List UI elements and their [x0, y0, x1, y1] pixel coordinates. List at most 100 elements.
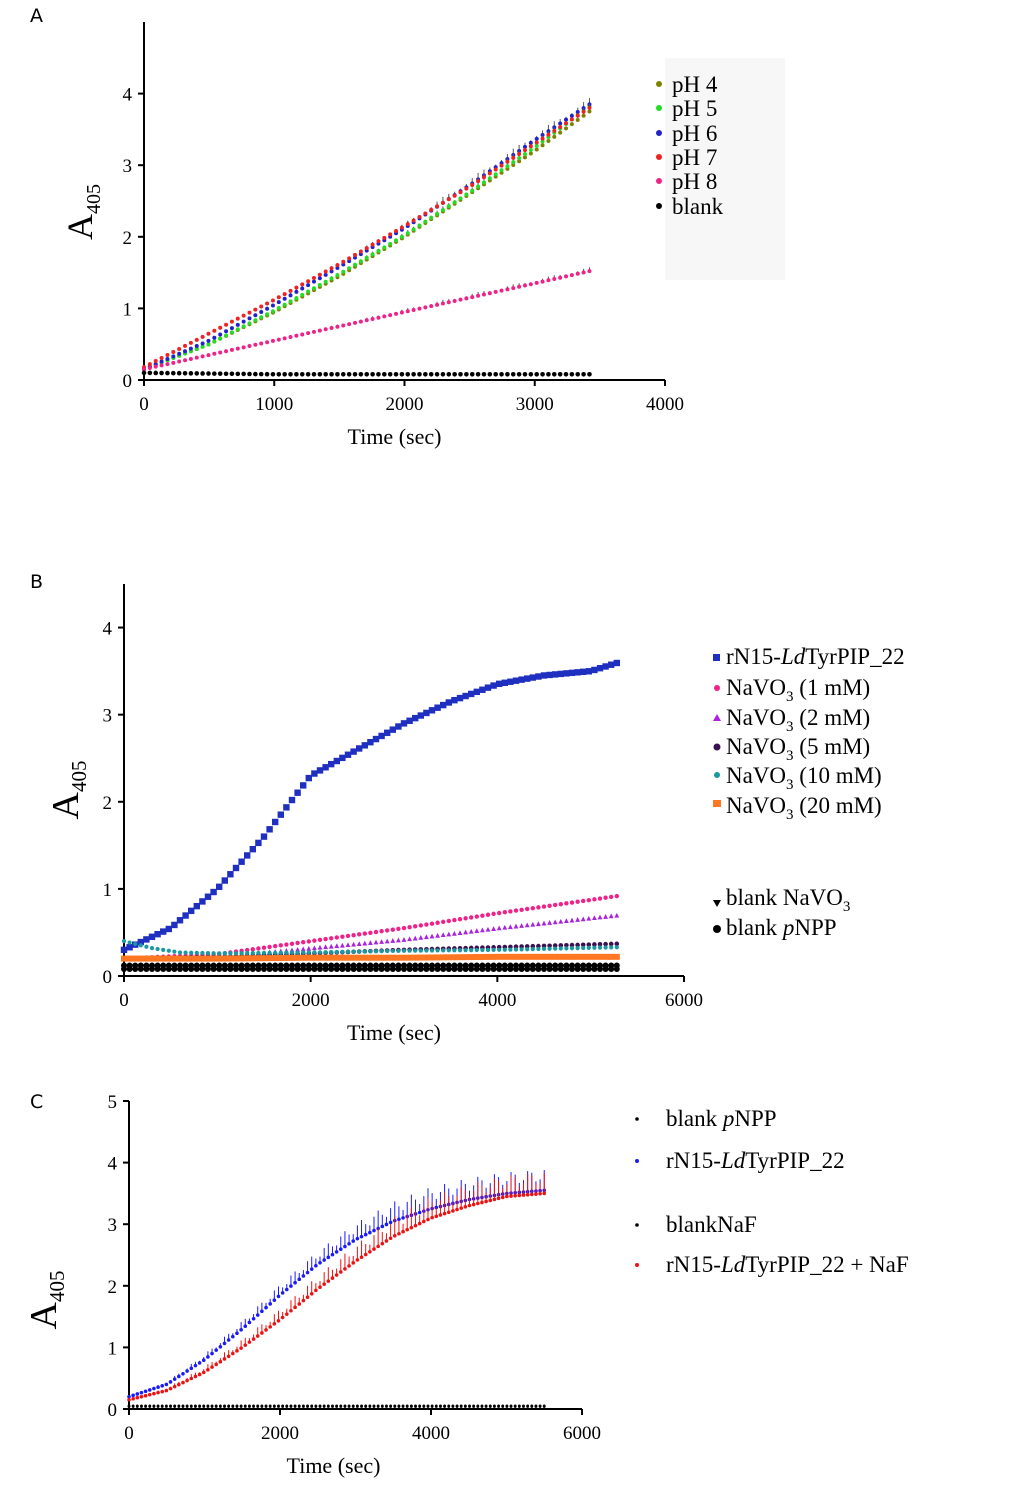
data-point — [384, 1239, 389, 1243]
data-point — [276, 305, 281, 310]
data-point — [411, 307, 416, 312]
data-point — [429, 207, 434, 212]
data-point — [480, 927, 485, 933]
data-point — [277, 954, 284, 961]
data-point — [388, 241, 393, 246]
data-point — [493, 289, 498, 294]
data-point — [443, 1405, 446, 1408]
data-point — [406, 954, 413, 961]
data-point — [388, 1236, 393, 1241]
data-point — [484, 684, 492, 691]
data-point — [529, 1192, 534, 1197]
data-point — [259, 309, 264, 314]
data-point — [526, 1405, 530, 1408]
data-point — [575, 271, 580, 276]
data-point — [499, 168, 504, 173]
data-point — [384, 954, 391, 961]
data-point — [487, 291, 492, 296]
data-point — [474, 928, 480, 933]
data-point — [592, 915, 597, 921]
data-point — [528, 144, 533, 149]
data-point — [188, 371, 194, 376]
data-point — [265, 306, 270, 311]
data-point — [235, 316, 240, 321]
legend-entry: rN15-LdTyrPIP_22 — [726, 644, 905, 669]
y-tick-label: 2 — [103, 793, 113, 814]
y-tick-label: 1 — [103, 880, 113, 901]
data-point — [169, 1405, 172, 1408]
y-tick-label: 3 — [108, 1215, 118, 1236]
data-point — [376, 248, 381, 253]
data-point — [401, 966, 407, 973]
data-point — [535, 966, 542, 973]
data-point — [474, 914, 479, 919]
data-point — [201, 1370, 206, 1375]
data-point — [329, 949, 334, 955]
data-point — [470, 188, 475, 193]
data-point — [368, 1230, 372, 1235]
data-point — [519, 907, 524, 912]
data-point — [156, 1405, 160, 1408]
data-point — [440, 954, 447, 961]
data-point — [581, 371, 586, 377]
data-point — [399, 225, 404, 230]
data-point — [455, 1207, 459, 1212]
data-point — [351, 1239, 356, 1243]
data-point — [452, 917, 457, 923]
data-point — [370, 252, 375, 257]
data-point — [155, 946, 160, 952]
data-point — [314, 1405, 318, 1408]
data-point — [181, 1405, 185, 1408]
data-point — [447, 1405, 451, 1408]
data-point — [360, 1405, 363, 1408]
data-point — [189, 1366, 194, 1371]
data-point — [511, 163, 516, 168]
data-point — [597, 945, 603, 950]
data-point — [229, 347, 234, 352]
data-point — [289, 954, 295, 961]
data-point — [401, 937, 407, 942]
data-point — [459, 1405, 463, 1408]
data-point — [273, 950, 278, 955]
legend-marker — [713, 743, 721, 751]
data-point — [278, 950, 283, 955]
data-point — [603, 895, 608, 900]
data-point — [334, 943, 340, 949]
data-point — [351, 1405, 355, 1408]
data-point — [177, 1374, 181, 1379]
data-point — [340, 949, 345, 954]
data-point — [505, 371, 510, 377]
data-point — [602, 953, 609, 960]
data-point — [200, 334, 205, 339]
data-point — [176, 917, 184, 924]
data-point — [165, 362, 170, 367]
data-point — [513, 1405, 517, 1408]
data-point — [177, 955, 183, 962]
data-point — [384, 729, 391, 736]
data-point — [446, 931, 452, 937]
data-point — [193, 1374, 198, 1379]
data-point — [474, 947, 479, 953]
data-point — [534, 280, 539, 285]
data-point — [206, 338, 211, 343]
legend-entry: blank — [672, 194, 724, 219]
data-point — [469, 948, 474, 953]
data-point — [351, 932, 356, 938]
data-point — [309, 1292, 314, 1296]
data-point — [309, 1267, 314, 1271]
data-point — [457, 966, 463, 973]
data-point — [591, 953, 598, 960]
data-point — [340, 934, 345, 939]
data-point — [247, 1340, 252, 1344]
data-point — [517, 1405, 521, 1408]
data-point — [569, 371, 575, 377]
data-point — [372, 1405, 376, 1408]
data-point — [256, 1405, 260, 1408]
data-point — [328, 760, 335, 768]
data-point — [429, 954, 435, 961]
data-point — [585, 966, 592, 973]
data-point — [602, 966, 609, 973]
data-point — [239, 1346, 243, 1350]
data-point — [181, 1371, 185, 1376]
data-point — [317, 950, 323, 955]
